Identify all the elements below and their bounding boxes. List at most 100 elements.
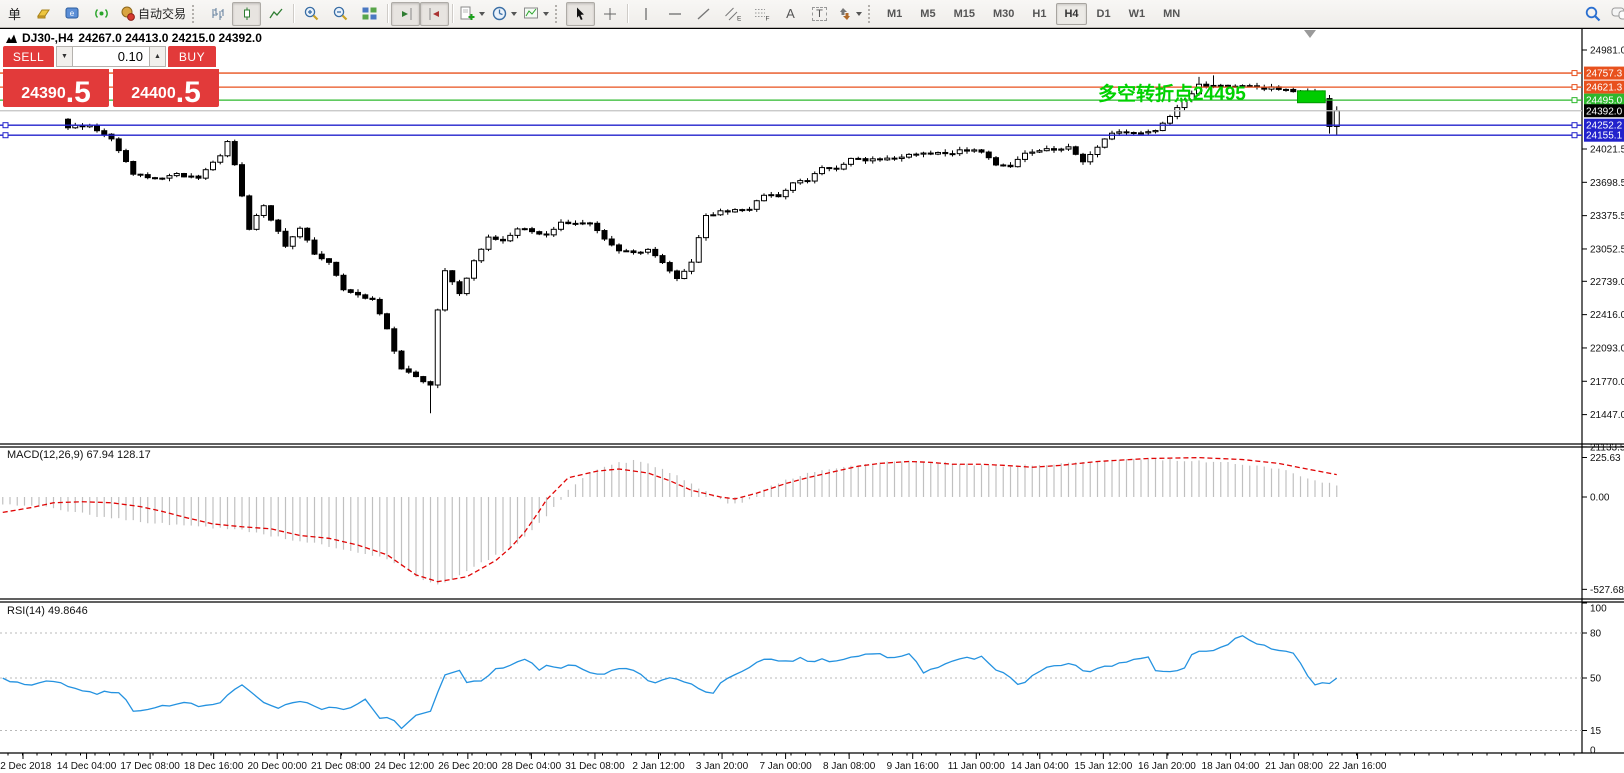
- search-button[interactable]: [1578, 2, 1607, 26]
- add-indicator-button[interactable]: [456, 2, 488, 26]
- signals-button[interactable]: [87, 2, 116, 26]
- svg-text:24021.5: 24021.5: [1590, 144, 1624, 155]
- timeframe-button-M30[interactable]: M30: [992, 7, 1015, 20]
- volume-increase-button[interactable]: ▲: [149, 46, 166, 67]
- horizontal-line-tool-button[interactable]: [660, 2, 689, 26]
- level-lines-layer[interactable]: [0, 70, 1582, 139]
- chart-shift-button[interactable]: [420, 1, 450, 26]
- svg-text:28 Dec 04:00: 28 Dec 04:00: [502, 761, 562, 772]
- line-handle[interactable]: [1571, 122, 1578, 129]
- tile-windows-icon: [362, 7, 377, 20]
- line-chart-icon: [268, 8, 283, 18]
- buy-button[interactable]: BUY: [168, 46, 216, 67]
- candlestick-chart-button[interactable]: [232, 1, 262, 26]
- line-handle[interactable]: [2, 122, 9, 129]
- svg-text:24 Dec 12:00: 24 Dec 12:00: [375, 761, 435, 772]
- svg-text:24981.0: 24981.0: [1590, 46, 1624, 57]
- svg-text:50: 50: [1590, 674, 1602, 685]
- sell-price-panel[interactable]: 24390.5: [3, 69, 109, 108]
- text-label-tool-button[interactable]: T: [805, 2, 834, 26]
- svg-text:24621.3: 24621.3: [1586, 83, 1623, 94]
- volume-decrease-button[interactable]: ▼: [56, 46, 73, 67]
- svg-text:20 Dec 00:00: 20 Dec 00:00: [247, 761, 307, 772]
- line-handle[interactable]: [1571, 84, 1578, 91]
- crosshair-icon: [603, 7, 616, 20]
- periods-caret-icon[interactable]: [511, 11, 518, 16]
- svg-text:22 Jan 16:00: 22 Jan 16:00: [1329, 761, 1387, 772]
- bar-chart-button[interactable]: [203, 2, 232, 26]
- svg-text:15 Jan 12:00: 15 Jan 12:00: [1074, 761, 1132, 772]
- templates-button[interactable]: [520, 2, 552, 26]
- timeframe-button-M1[interactable]: M1: [887, 7, 903, 20]
- line-handle[interactable]: [1571, 70, 1578, 77]
- svg-text:24252.2: 24252.2: [1586, 121, 1623, 132]
- auto-scroll-button[interactable]: [391, 1, 421, 26]
- crosshair-tool-button[interactable]: [595, 2, 624, 26]
- macd-pane: 225.63 0.00 -527.68: [2, 453, 1624, 596]
- timeframe-button-D1[interactable]: D1: [1096, 7, 1111, 20]
- fibonacci-tool-button[interactable]: F: [747, 2, 776, 26]
- svg-text:21133.5: 21133.5: [1590, 442, 1624, 453]
- sell-button[interactable]: SELL: [3, 46, 54, 67]
- timeframe-button-W1[interactable]: W1: [1128, 7, 1146, 20]
- line-handle[interactable]: [1571, 132, 1578, 139]
- vertical-line-tool-button[interactable]: [631, 2, 660, 26]
- autotrading-button[interactable]: 自动交易: [116, 2, 189, 26]
- metaeditor-button[interactable]: e: [58, 2, 87, 26]
- sell-price-main: 24390: [21, 85, 66, 102]
- svg-text:14 Dec 04:00: 14 Dec 04:00: [57, 761, 117, 772]
- line-handle[interactable]: [2, 132, 9, 139]
- line-chart-button[interactable]: [261, 2, 290, 26]
- macd-signal-line: [2, 456, 1337, 583]
- zoom-out-button[interactable]: [326, 2, 355, 26]
- svg-text:E: E: [737, 15, 741, 22]
- chat-icon: [1611, 7, 1624, 19]
- timeframe-button-M15[interactable]: M15: [953, 7, 975, 20]
- text-label-tool-icon: T: [812, 6, 827, 21]
- new-order-button[interactable]: 单: [0, 2, 29, 26]
- buy-price-panel[interactable]: 24400.5: [113, 69, 219, 109]
- arrows-tool-button[interactable]: [834, 2, 865, 26]
- rsi-pane: 100 80 50 15 0: [0, 602, 1607, 757]
- tile-windows-button[interactable]: [355, 2, 384, 26]
- templates-caret-icon[interactable]: [543, 11, 550, 16]
- periods-button[interactable]: [488, 2, 520, 26]
- svg-text:18 Dec 16:00: 18 Dec 16:00: [184, 761, 244, 772]
- text-tool-button[interactable]: A: [776, 2, 805, 26]
- timeframe-button-H1[interactable]: H1: [1032, 7, 1047, 20]
- add-indicator-caret-icon[interactable]: [479, 11, 486, 16]
- zoom-in-button[interactable]: [297, 2, 326, 26]
- timeframe-button-MN[interactable]: MN: [1163, 7, 1181, 20]
- svg-text:26 Dec 20:00: 26 Dec 20:00: [438, 761, 498, 772]
- timeframe-button-H4[interactable]: H4: [1056, 2, 1087, 25]
- line-handle[interactable]: [1571, 97, 1578, 104]
- timeframe-button-M5[interactable]: M5: [920, 7, 936, 20]
- chat-button[interactable]: [1607, 2, 1624, 26]
- trendline-tool-button[interactable]: [689, 2, 718, 26]
- svg-text:24392.0: 24392.0: [1586, 106, 1623, 117]
- buy-price-fraction: .5: [175, 76, 201, 109]
- profile-button[interactable]: [29, 2, 58, 26]
- cursor-tool-button[interactable]: [566, 1, 596, 26]
- chart-shift-icon: [429, 7, 439, 20]
- vertical-line-icon: [644, 7, 647, 20]
- svg-text:21 Jan 08:00: 21 Jan 08:00: [1265, 761, 1323, 772]
- chart-symbol-icon: [6, 34, 17, 43]
- arrows-caret-icon[interactable]: [856, 11, 863, 16]
- volume-input[interactable]: 0.10: [73, 46, 149, 67]
- chart-shift-marker-icon: [1304, 30, 1316, 38]
- profile-icon: [37, 9, 50, 19]
- annotation-text[interactable]: 多空转折点24495: [1098, 82, 1246, 105]
- cursor-icon: [576, 7, 584, 20]
- buy-marker-box[interactable]: [1297, 90, 1326, 104]
- svg-text:22739.0: 22739.0: [1590, 277, 1624, 288]
- svg-text:-527.68: -527.68: [1590, 585, 1624, 596]
- candlestick-chart-icon: [243, 7, 250, 20]
- svg-text:23698.5: 23698.5: [1590, 178, 1624, 189]
- channel-tool-button[interactable]: E: [718, 2, 747, 26]
- svg-text:21447.0: 21447.0: [1590, 410, 1624, 421]
- templates-icon: [524, 7, 539, 19]
- add-indicator-icon: [460, 6, 475, 20]
- rsi-label: RSI(14) 49.8646: [7, 605, 88, 617]
